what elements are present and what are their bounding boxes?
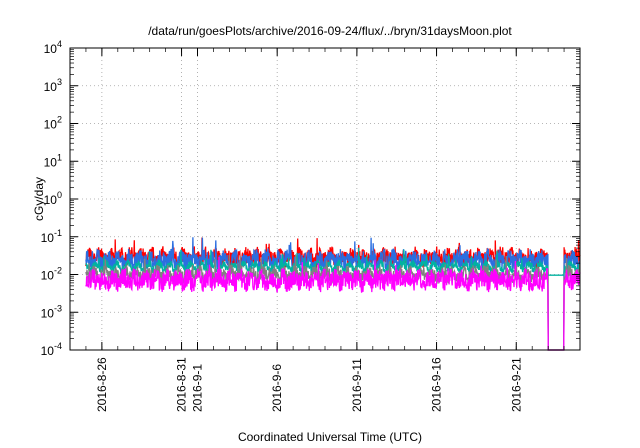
- x-tick-label: 2016-8-26: [95, 357, 109, 412]
- chart-title: /data/run/goesPlots/archive/2016-09-24/f…: [148, 24, 512, 38]
- grid-lines: [70, 48, 580, 350]
- x-axis: 2016-8-26 2016-8-31 2016-9-1 2016-9-6 2016-9…: [69, 48, 581, 412]
- y-tick-label: 103: [44, 77, 62, 94]
- series-layer: [85, 237, 581, 351]
- x-tick-label: 2016-9-21: [509, 357, 523, 412]
- y-tick-label: 100: [44, 190, 62, 207]
- x-tick-label: 2016-9-6: [270, 364, 284, 412]
- x-tick-label: 2016-9-1: [191, 364, 205, 412]
- y-tick-label: 102: [44, 115, 62, 132]
- y-tick-label: 10-4: [41, 341, 62, 358]
- series-line: [85, 256, 581, 351]
- y-axis-label: cGy/day: [32, 177, 46, 221]
- x-axis-label: Coordinated Universal Time (UTC): [238, 430, 422, 444]
- x-tick-label: 2016-9-11: [350, 358, 364, 412]
- y-tick-label: 10-1: [41, 228, 62, 245]
- y-tick-label: 10-3: [41, 303, 62, 320]
- y-tick-label: 10-2: [41, 266, 62, 283]
- x-tick-label: 2016-8-31: [175, 357, 189, 412]
- x-tick-label: 2016-9-16: [430, 357, 444, 412]
- y-axis: 10-4 10-3 10-2 10-1 100 101 102 103 104: [41, 39, 580, 358]
- y-tick-label: 104: [44, 39, 62, 56]
- y-tick-label: 101: [44, 152, 62, 169]
